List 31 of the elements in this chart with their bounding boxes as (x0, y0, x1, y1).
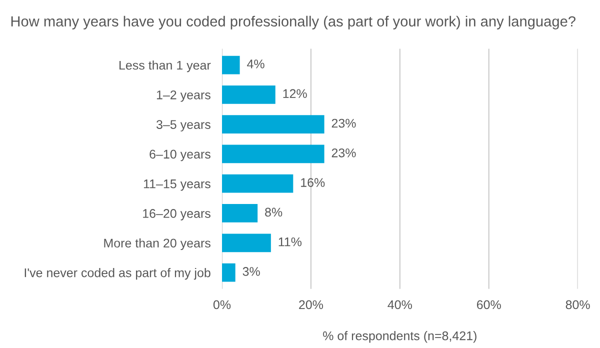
bar (222, 56, 240, 74)
bar (222, 144, 324, 164)
data-label: 11% (278, 237, 302, 246)
y-tick-label: Less than 1 year (120, 60, 211, 72)
x-tick-label: 60% (476, 300, 501, 310)
y-tick-label: 16–20 years (143, 209, 210, 220)
x-tick-label: 80% (566, 300, 590, 310)
bar (222, 234, 271, 252)
y-tick-label: 6–10 years (150, 150, 210, 162)
data-label: 16% (301, 178, 325, 187)
y-tick-label: More than 20 years (104, 238, 210, 250)
x-tick-label: 0% (213, 300, 231, 310)
bar (222, 263, 236, 282)
y-tick-label: 11–15 years (144, 180, 210, 191)
x-tick-label: 40% (388, 300, 412, 310)
data-label: 8% (265, 208, 282, 217)
bar (222, 115, 324, 134)
y-tick-label: 3–5 years (156, 120, 210, 132)
x-axis-title: % of respondents (n=8,421) (323, 331, 476, 343)
x-tick-label: 20% (299, 300, 324, 310)
y-tick-label: 1–2 years (156, 90, 210, 102)
data-label: 12% (283, 89, 307, 98)
chart-title: How many years have you coded professionally (as part of your work) in any language? (11, 16, 576, 30)
bar (222, 204, 258, 222)
data-label: 4% (247, 60, 264, 68)
data-label: 23% (332, 118, 356, 128)
data-label: 23% (332, 148, 356, 158)
data-label: 3% (242, 267, 260, 276)
bar (222, 174, 294, 193)
y-tick-label: I've never coded as part of my job (24, 268, 210, 280)
bar (222, 85, 276, 104)
